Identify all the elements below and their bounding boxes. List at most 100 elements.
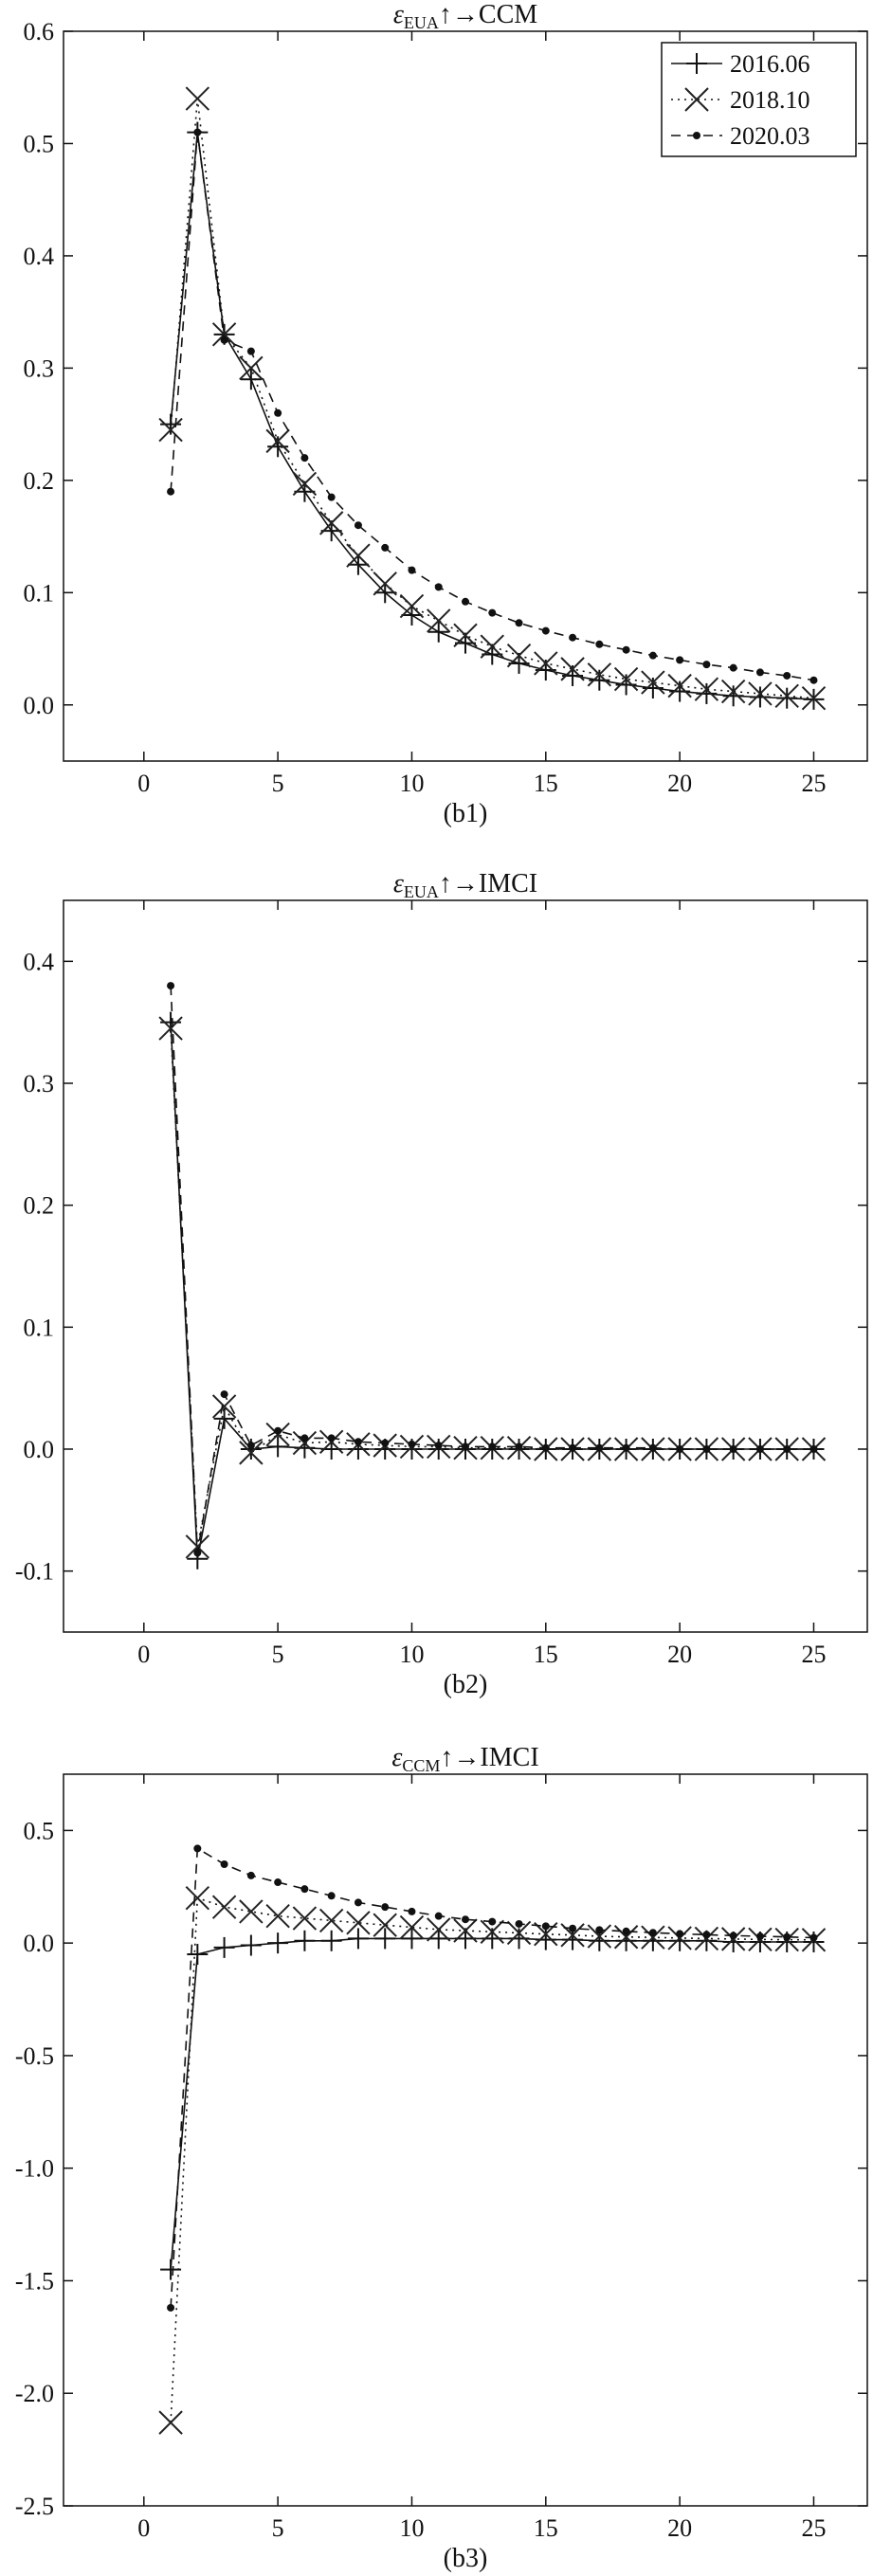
data-point: [373, 1913, 397, 1937]
marker-x-b: [292, 1430, 318, 1456]
title-suffix: ↑→IMCI: [439, 869, 537, 898]
y-tick-label: -2.0: [15, 2380, 54, 2407]
data-point: [667, 673, 692, 698]
y-tick-label: -1.5: [15, 2267, 54, 2295]
data-point: [755, 668, 764, 677]
data-point: [648, 1929, 657, 1937]
x-tick-label: 5: [272, 770, 284, 797]
data-point: [560, 657, 585, 681]
data-point: [294, 1930, 316, 1951]
data-point: [185, 1534, 210, 1559]
data-point: [776, 687, 798, 709]
x-tick-label: 25: [801, 2514, 826, 2542]
data-point: [399, 1914, 425, 1940]
marker-x-b: [667, 1926, 692, 1950]
marker-x-b: [211, 1895, 237, 1919]
data-point: [488, 1917, 497, 1926]
data-point: [462, 597, 469, 606]
data-point: [722, 685, 744, 707]
title-symbol: ε: [391, 1743, 402, 1772]
marker-x-b: [667, 673, 692, 698]
data-point: [374, 582, 396, 604]
data-point: [408, 1440, 416, 1448]
data-point: [809, 1933, 818, 1942]
data-point: [265, 1903, 290, 1929]
y-tick-label: 0.0: [24, 1930, 55, 1957]
y-tick-label: 0.5: [24, 130, 55, 157]
chart-title: εEUA↑→IMCI: [393, 869, 537, 901]
marker-x-b: [427, 1917, 451, 1942]
title-subscript: EUA: [404, 13, 439, 32]
data-point: [613, 1925, 639, 1950]
data-point: [648, 651, 657, 660]
data-point: [434, 1912, 443, 1920]
data-point: [541, 1922, 550, 1931]
data-point: [347, 553, 369, 575]
data-point: [783, 671, 791, 680]
x-tick-label: 10: [399, 1641, 424, 1668]
legend-label: 2016.06: [730, 50, 810, 78]
marker-x-b: [158, 417, 183, 443]
y-tick-label: 0.6: [24, 18, 55, 45]
data-point: [399, 593, 425, 619]
marker-x-b: [694, 677, 719, 701]
series-line: [170, 1937, 814, 2270]
data-point: [185, 1885, 210, 1911]
data-point: [783, 1932, 791, 1941]
data-point: [755, 1445, 764, 1453]
data-point: [641, 670, 665, 695]
data-point: [515, 1919, 523, 1928]
data-point: [809, 1445, 818, 1453]
data-point: [720, 679, 746, 704]
panel-caption: (b2): [444, 1670, 488, 1699]
data-point: [809, 676, 818, 684]
data-point: [292, 471, 318, 497]
data-point: [193, 1549, 202, 1557]
marker-x-b: [346, 543, 371, 568]
series-line: [170, 986, 814, 1553]
marker-x-b: [587, 662, 612, 687]
data-point: [327, 1434, 336, 1442]
marker-x-b: [265, 1903, 290, 1929]
data-point: [434, 1442, 443, 1450]
chart-title: εEUA↑→CCM: [393, 0, 537, 32]
data-point: [354, 1898, 362, 1907]
plot-frame: [63, 30, 868, 762]
chart-panel-2: εEUA↑→IMCI 0 5 10 15 20 25 -0.1 0.0 0.1 0.2 0.3 0.4 (…: [15, 869, 868, 1699]
data-point: [158, 1016, 183, 1041]
data-point: [755, 1932, 764, 1941]
series-dashed-dot: [167, 1844, 818, 2312]
data-point: [569, 1924, 577, 1932]
data-point: [774, 683, 799, 708]
chart-panel-3: εCCM↑→IMCI 0 5 10 15 20 25 -2.5 -2.0 -1.5 -1.0 -0.5…: [15, 1743, 868, 2573]
data-point: [381, 1903, 390, 1912]
data-point: [381, 543, 390, 552]
data-point: [274, 1878, 282, 1887]
title-symbol: ε: [393, 869, 404, 898]
data-point: [267, 1436, 289, 1458]
data-point: [569, 633, 577, 642]
data-point: [541, 626, 550, 635]
data-point: [213, 1936, 235, 1958]
data-point: [408, 1907, 416, 1915]
data-point: [346, 543, 371, 568]
x-tick-label: 15: [534, 770, 558, 797]
marker-x-b: [265, 428, 290, 454]
y-tick-label: 0.0: [24, 692, 55, 719]
marker-x-b: [720, 679, 746, 704]
data-point: [589, 1930, 610, 1951]
series-dotted-x: [158, 1885, 827, 2435]
marker-x-b: [587, 1924, 612, 1949]
x-tick-label: 10: [399, 2514, 424, 2542]
marker-x-b: [292, 1906, 318, 1931]
x-tick-label: 25: [801, 1641, 826, 1668]
panel-caption: (b3): [444, 2544, 488, 2573]
data-point: [622, 1443, 630, 1452]
data-point: [506, 1920, 532, 1946]
series-line: [170, 132, 814, 681]
y-tick-label: 0.1: [24, 579, 55, 607]
data-point: [613, 666, 639, 692]
series-line: [170, 1028, 814, 1548]
data-point: [292, 1906, 318, 1931]
